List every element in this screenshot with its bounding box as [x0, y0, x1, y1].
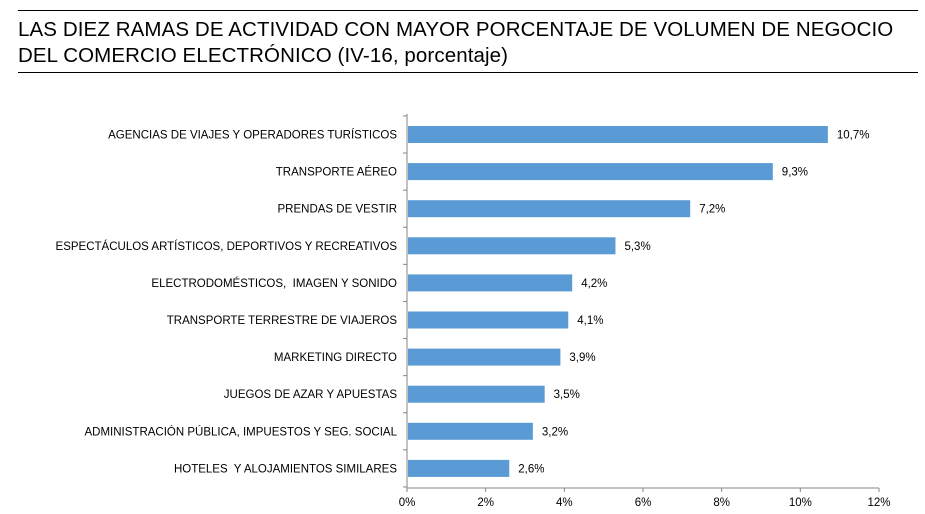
- x-tick-label: 0%: [399, 497, 416, 509]
- bar: [408, 274, 573, 292]
- data-label: 9,3%: [782, 167, 808, 179]
- x-tick-label: 8%: [713, 497, 730, 509]
- data-label: 4,1%: [577, 315, 603, 327]
- category-label: TRANSPORTE TERRESTRE DE VIAJEROS: [167, 315, 398, 327]
- bar: [408, 385, 545, 403]
- x-tick-label: 10%: [789, 497, 812, 509]
- category-label: PRENDAS DE VESTIR: [278, 204, 398, 216]
- data-label: 3,9%: [569, 352, 595, 364]
- data-label: 3,2%: [542, 426, 568, 438]
- category-label: AGENCIAS DE VIAJES Y OPERADORES TURÍSTIC…: [108, 129, 397, 142]
- chart-title-block: LAS DIEZ RAMAS DE ACTIVIDAD CON MAYOR PO…: [18, 10, 918, 73]
- category-label: ELECTRODOMÉSTICOS, IMAGEN Y SONIDO: [151, 277, 397, 290]
- data-label: 5,3%: [624, 241, 650, 253]
- x-tick-label: 2%: [477, 497, 494, 509]
- data-label: 3,5%: [554, 389, 580, 401]
- data-label: 2,6%: [518, 463, 544, 475]
- x-tick-label: 4%: [556, 497, 573, 509]
- x-axis: 0% 2% 4% 6% 8% 10% 12%: [399, 113, 891, 509]
- bar: [408, 163, 773, 181]
- bars-group: AGENCIAS DE VIAJES Y OPERADORES TURÍSTIC…: [56, 126, 870, 477]
- data-label: 7,2%: [699, 204, 725, 216]
- category-label: JUEGOS DE AZAR Y APUESTAS: [224, 389, 398, 401]
- category-label: ESPECTÁCULOS ARTÍSTICOS, DEPORTIVOS Y RE…: [56, 240, 398, 253]
- bar: [408, 311, 569, 329]
- bar: [408, 459, 510, 477]
- category-label: ADMINISTRACIÓN PÚBLICA, IMPUESTOS Y SEG.…: [85, 425, 398, 438]
- x-tick-label: 12%: [867, 497, 890, 509]
- bar: [408, 422, 533, 440]
- category-label: TRANSPORTE AÉREO: [276, 166, 397, 179]
- bar: [408, 126, 828, 143]
- category-label: HOTELES Y ALOJAMIENTOS SIMILARES: [174, 463, 397, 475]
- chart-title: LAS DIEZ RAMAS DE ACTIVIDAD CON MAYOR PO…: [18, 18, 894, 67]
- bar: [408, 237, 616, 255]
- x-tick-label: 6%: [635, 497, 652, 509]
- data-label: 10,7%: [837, 130, 870, 142]
- category-label: MARKETING DIRECTO: [274, 352, 397, 364]
- data-label: 4,2%: [581, 278, 607, 290]
- bar: [408, 200, 691, 218]
- bar: [408, 348, 561, 366]
